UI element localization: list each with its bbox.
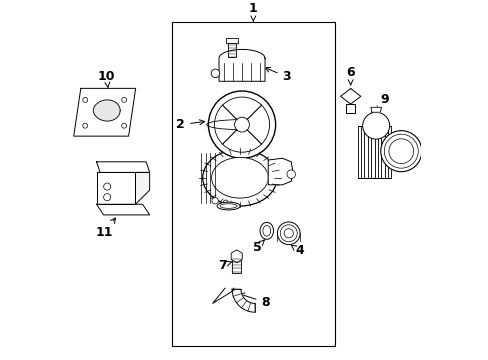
Text: 5: 5 [252, 240, 264, 254]
Text: 6: 6 [346, 66, 354, 85]
Polygon shape [346, 104, 355, 113]
Text: 9: 9 [376, 93, 388, 112]
Circle shape [122, 98, 126, 102]
Polygon shape [96, 204, 149, 215]
Text: 7: 7 [217, 258, 232, 272]
Circle shape [103, 194, 110, 201]
Text: 2: 2 [176, 118, 204, 131]
Text: 4: 4 [291, 244, 303, 257]
Bar [172, 22, 334, 346]
Text: 3: 3 [264, 67, 291, 84]
Polygon shape [74, 88, 135, 136]
Ellipse shape [260, 222, 273, 239]
Ellipse shape [220, 204, 237, 208]
Polygon shape [96, 172, 135, 204]
Circle shape [82, 98, 87, 102]
Polygon shape [232, 289, 255, 312]
Polygon shape [93, 100, 120, 121]
Circle shape [380, 131, 421, 172]
Ellipse shape [217, 202, 240, 210]
Circle shape [223, 200, 228, 205]
Circle shape [234, 117, 249, 132]
Circle shape [277, 222, 300, 244]
Circle shape [214, 97, 269, 152]
Ellipse shape [203, 149, 277, 206]
Ellipse shape [263, 225, 270, 236]
Polygon shape [357, 126, 390, 178]
Polygon shape [212, 288, 233, 303]
Polygon shape [267, 158, 292, 185]
Ellipse shape [211, 157, 267, 198]
Circle shape [284, 229, 293, 238]
Circle shape [286, 170, 295, 179]
Text: 1: 1 [248, 2, 257, 21]
Circle shape [362, 112, 389, 139]
Polygon shape [135, 172, 149, 204]
Polygon shape [340, 89, 360, 104]
Circle shape [122, 123, 126, 128]
Polygon shape [96, 162, 149, 172]
Circle shape [211, 69, 219, 77]
Circle shape [211, 198, 218, 204]
Circle shape [280, 225, 297, 242]
Circle shape [103, 183, 110, 190]
Polygon shape [370, 107, 381, 112]
Circle shape [82, 123, 87, 128]
Polygon shape [219, 49, 264, 81]
Bar [232, 256, 241, 273]
Circle shape [208, 91, 275, 158]
Text: 10: 10 [98, 70, 115, 87]
Circle shape [388, 139, 413, 163]
Text: 11: 11 [96, 218, 115, 239]
Bar [228, 42, 236, 57]
Circle shape [384, 134, 417, 168]
Bar [225, 37, 238, 42]
Text: 8: 8 [239, 293, 269, 309]
